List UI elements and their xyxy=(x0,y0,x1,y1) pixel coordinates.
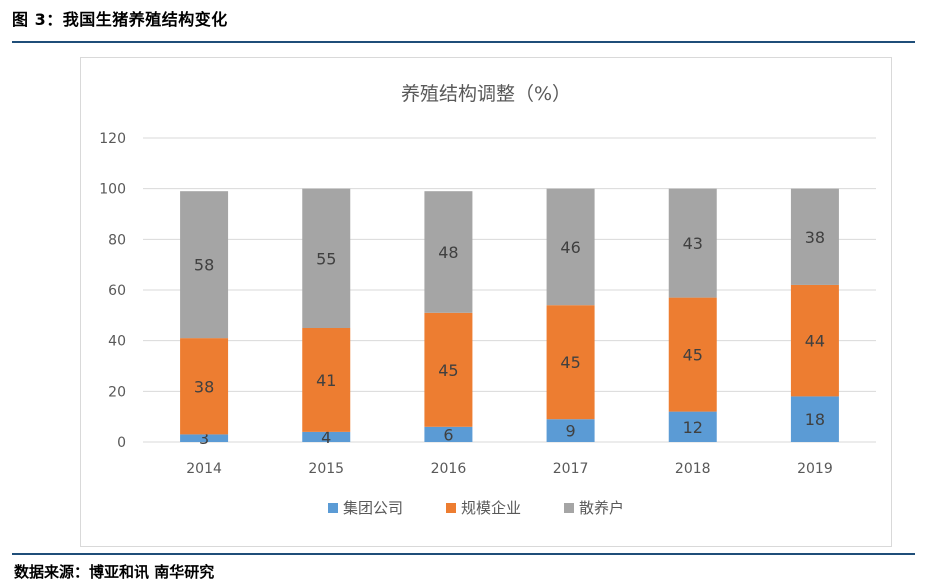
bar-segment xyxy=(424,426,473,442)
bar-segment xyxy=(302,188,351,328)
data-label: 45 xyxy=(683,346,703,365)
data-label: 55 xyxy=(316,249,336,268)
x-tick-label: 2016 xyxy=(431,461,467,477)
data-label: 45 xyxy=(560,353,580,372)
chart-container: 养殖结构调整（%） 0 20 40 60 80 100 120 3 38 58 2014 4 41 55 20… xyxy=(80,57,892,547)
y-tick-label: 40 xyxy=(108,334,126,350)
data-label: 18 xyxy=(805,410,825,429)
bar-segment xyxy=(302,431,351,442)
x-tick-label: 2017 xyxy=(553,461,589,477)
legend-swatch xyxy=(446,503,456,513)
y-tick-label: 0 xyxy=(117,435,126,451)
bar-segment xyxy=(180,191,229,339)
legend-swatch xyxy=(328,503,338,513)
y-tick-label: 60 xyxy=(108,283,126,299)
data-label: 12 xyxy=(683,418,703,437)
legend-label: 规模企业 xyxy=(461,499,521,517)
data-label: 4 xyxy=(321,428,331,447)
data-label: 38 xyxy=(194,377,214,396)
bar-segment xyxy=(668,411,717,442)
data-label: 38 xyxy=(805,228,825,247)
source-note: 数据来源：博亚和讯 南华研究 xyxy=(14,563,215,581)
bar-segment xyxy=(546,305,595,420)
data-label: 48 xyxy=(438,243,458,262)
figure-caption: 图 3：我国生猪养殖结构变化 xyxy=(12,10,228,29)
legend-swatch xyxy=(564,503,574,513)
data-label: 3 xyxy=(199,429,209,448)
bar-segment xyxy=(424,312,473,427)
bar-segment xyxy=(546,419,595,442)
x-tick-label: 2018 xyxy=(675,461,711,477)
y-tick-label: 20 xyxy=(108,384,126,400)
x-tick-label: 2014 xyxy=(186,461,222,477)
bar-segment xyxy=(546,188,595,306)
data-label: 6 xyxy=(443,425,453,444)
y-tick-label: 100 xyxy=(99,182,126,198)
bar-segment xyxy=(424,191,473,313)
bar-segment xyxy=(180,338,229,435)
bar-segment xyxy=(302,328,351,432)
x-tick-label: 2015 xyxy=(308,461,344,477)
bar-segment xyxy=(790,396,839,442)
data-label: 45 xyxy=(438,361,458,380)
data-label: 46 xyxy=(560,238,580,257)
bottom-rule xyxy=(12,553,915,555)
bar-segment xyxy=(790,284,839,397)
data-label: 43 xyxy=(683,234,703,253)
bar-segment xyxy=(180,434,229,442)
legend-label: 集团公司 xyxy=(343,499,403,517)
top-rule xyxy=(12,41,915,43)
bar-segment xyxy=(790,188,839,285)
data-label: 58 xyxy=(194,256,214,275)
data-label: 41 xyxy=(316,371,336,390)
data-label: 44 xyxy=(805,332,825,351)
y-tick-label: 80 xyxy=(108,232,126,248)
legend-label: 散养户 xyxy=(579,499,624,517)
x-tick-label: 2019 xyxy=(797,461,833,477)
chart-title: 养殖结构调整（%） xyxy=(401,83,571,105)
bar-segment xyxy=(668,188,717,298)
data-label: 9 xyxy=(565,422,575,441)
stacked-bar-chart: 养殖结构调整（%） 0 20 40 60 80 100 120 3 38 58 2014 4 41 55 20… xyxy=(99,83,876,517)
y-tick-label: 120 xyxy=(99,131,126,147)
bar-segment xyxy=(668,297,717,412)
